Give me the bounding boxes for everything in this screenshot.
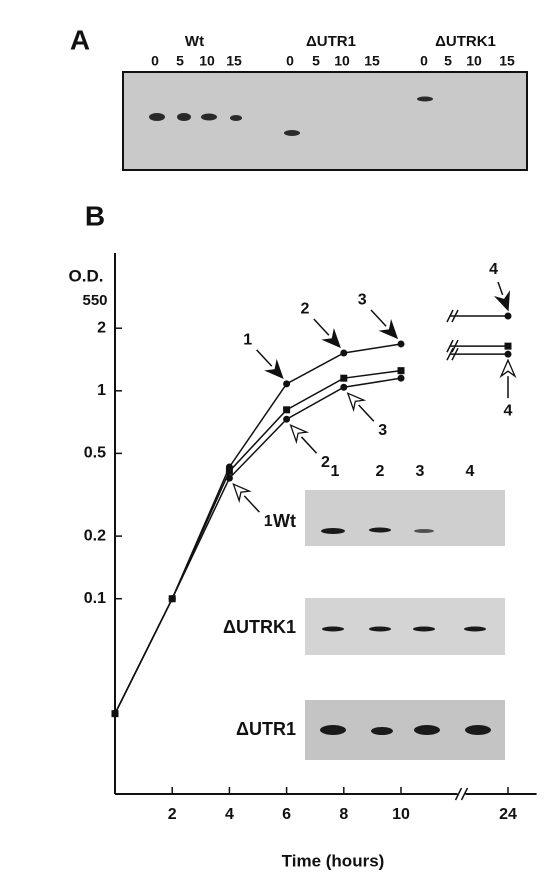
arrow-shaft [301, 437, 316, 453]
row-label: ΔUTRK1 [223, 617, 296, 637]
data-point [340, 375, 347, 382]
data-point [112, 710, 119, 717]
annotation-label: 3 [358, 292, 367, 309]
annotation-label: 1 [264, 513, 273, 530]
lane-label: 0 [420, 53, 428, 69]
data-point [398, 367, 405, 374]
lane-label: 3 [416, 463, 425, 480]
band [369, 627, 391, 632]
blot [123, 72, 527, 170]
band [417, 97, 433, 102]
band [322, 627, 344, 632]
data-point [226, 468, 233, 475]
panel-label: B [85, 200, 105, 231]
data-point [398, 340, 405, 347]
arrow-shaft [244, 496, 259, 512]
arrow-shaft [359, 405, 374, 421]
lane-label: 10 [466, 53, 482, 69]
annotation-label: 4 [489, 261, 498, 278]
y-tick-label: 0.5 [84, 445, 106, 462]
x-tick-label: 2 [168, 806, 177, 823]
data-point [505, 351, 512, 358]
lane-label: 5 [176, 53, 184, 69]
panel-label: A [70, 24, 90, 55]
band [414, 725, 440, 735]
band [177, 113, 191, 121]
y-axis-label-sub: 550 [82, 292, 107, 309]
data-point [283, 416, 290, 423]
figure: A Wt051015ΔUTR1051015ΔUTRK1051015 BO.D.5… [0, 0, 547, 876]
lane-label: 0 [286, 53, 294, 69]
x-tick-label: 6 [282, 806, 291, 823]
arrow-shaft [498, 282, 503, 295]
annotation-label: 2 [321, 454, 330, 471]
x-tick-label: 8 [339, 806, 348, 823]
band [464, 627, 486, 632]
data-point [398, 375, 405, 382]
page: A Wt051015ΔUTR1051015ΔUTRK1051015 BO.D.5… [0, 0, 547, 876]
data-point [340, 349, 347, 356]
y-tick-label: 0.2 [84, 527, 106, 544]
data-point [226, 475, 233, 482]
band [230, 115, 242, 121]
lane-label: 10 [199, 53, 215, 69]
lane-label: 1 [331, 463, 340, 480]
arrow-shaft [314, 319, 329, 335]
band [413, 627, 435, 632]
data-point [505, 343, 512, 350]
annotation-label: 4 [504, 402, 513, 419]
y-axis-label: O.D. [69, 266, 104, 285]
band [465, 725, 491, 735]
y-tick-label: 2 [97, 319, 106, 336]
band [201, 114, 217, 121]
lane-label: 15 [364, 53, 380, 69]
annotation-label: 3 [378, 422, 387, 439]
band [320, 725, 346, 735]
arrow-head [501, 360, 515, 376]
x-tick-label: 24 [499, 806, 517, 823]
data-point [505, 312, 512, 319]
blot [305, 490, 505, 546]
group-label: ΔUTRK1 [435, 33, 496, 50]
x-axis-label: Time (hours) [282, 851, 385, 870]
data-point [340, 384, 347, 391]
lane-label: 15 [226, 53, 242, 69]
arrow-shaft [257, 350, 272, 366]
lane-label: 5 [444, 53, 452, 69]
band [369, 528, 391, 533]
lane-label: 0 [151, 53, 159, 69]
band [321, 528, 345, 534]
lane-label: 2 [376, 463, 385, 480]
data-point [169, 595, 176, 602]
y-tick-label: 1 [97, 382, 106, 399]
lane-label: 10 [334, 53, 350, 69]
data-point [283, 406, 290, 413]
annotation-label: 1 [243, 332, 252, 349]
x-tick-label: 10 [392, 806, 410, 823]
band [149, 113, 165, 121]
lane-label: 5 [312, 53, 320, 69]
arrow-shaft [371, 310, 386, 326]
group-label: Wt [185, 33, 204, 50]
annotation-label: 2 [301, 301, 310, 318]
band [371, 727, 393, 735]
arrow-head [496, 293, 509, 310]
group-label: ΔUTR1 [306, 33, 356, 50]
lane-label: 4 [466, 463, 475, 480]
band [414, 529, 434, 533]
row-label: ΔUTR1 [236, 719, 296, 739]
data-point [283, 380, 290, 387]
row-label: Wt [273, 511, 296, 531]
lane-label: 15 [499, 53, 515, 69]
x-tick-label: 4 [225, 806, 234, 823]
band [284, 130, 300, 136]
y-tick-label: 0.1 [84, 590, 106, 607]
